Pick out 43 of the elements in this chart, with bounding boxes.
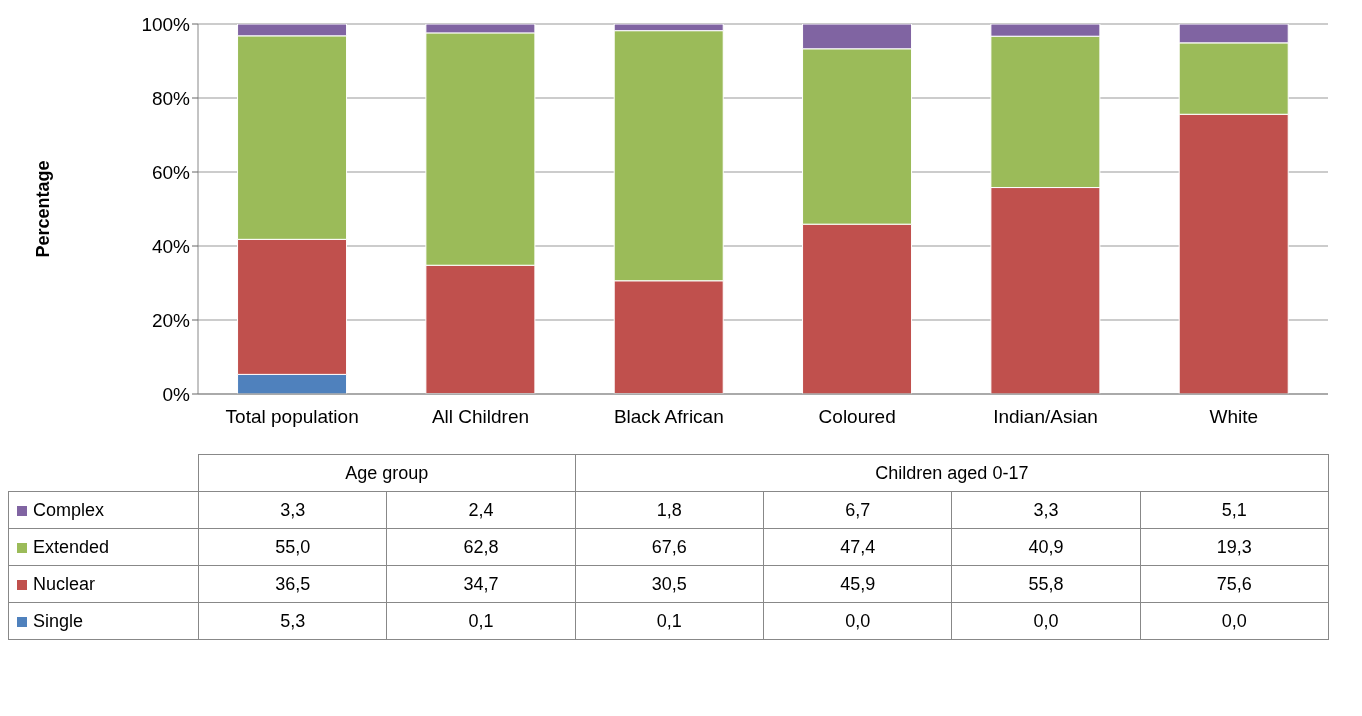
x-tick-label: Total population [225,406,359,428]
data-label: 0,0 [1140,602,1329,640]
legend-label: Extended [8,528,199,566]
data-label: 5,1 [1140,491,1329,529]
y-tick-label: 0% [162,383,191,405]
x-tick-label: All Children [431,406,530,428]
y-tick-label: 80% [151,87,191,109]
data-label: 67,6 [575,528,764,566]
x-tick-label: Indian/Asian [993,406,1098,428]
y-tick-label: 20% [151,309,191,331]
data-label: 34,7 [386,565,576,603]
data-label: 6,7 [763,491,952,529]
data-label: 62,8 [386,528,576,566]
x-tick-label: Black African [613,406,724,428]
data-label: 75,6 [1140,565,1329,603]
data-label: 0,1 [386,602,576,640]
data-label: 0,0 [951,602,1141,640]
data-label: 0,1 [575,602,764,640]
data-label: 19,3 [1140,528,1329,566]
data-label: 0,0 [763,602,952,640]
data-label: 55,8 [951,565,1141,603]
data-label: 3,3 [951,491,1141,529]
y-tick-label: 40% [151,235,191,257]
data-label: 2,4 [386,491,576,529]
x-tick-label: Coloured [818,406,896,428]
data-label: 3,3 [198,491,387,529]
data-label: 55,0 [198,528,387,566]
data-label: 30,5 [575,565,764,603]
legend-label: Single [8,602,199,640]
text: Age group [198,454,576,492]
data-label: 36,5 [198,565,387,603]
data-label: 47,4 [763,528,952,566]
data-label: 5,3 [198,602,387,640]
text: Children aged 0-17 [575,454,1329,492]
y-tick-label: 60% [151,161,191,183]
y-axis-title: Percentage [33,160,54,258]
legend-label: Nuclear [8,565,199,603]
data-label: 1,8 [575,491,764,529]
data-label: 45,9 [763,565,952,603]
legend-label: Complex [8,491,199,529]
x-tick-label: White [1209,406,1259,428]
y-tick-label: 100% [141,13,191,35]
data-label: 40,9 [951,528,1141,566]
